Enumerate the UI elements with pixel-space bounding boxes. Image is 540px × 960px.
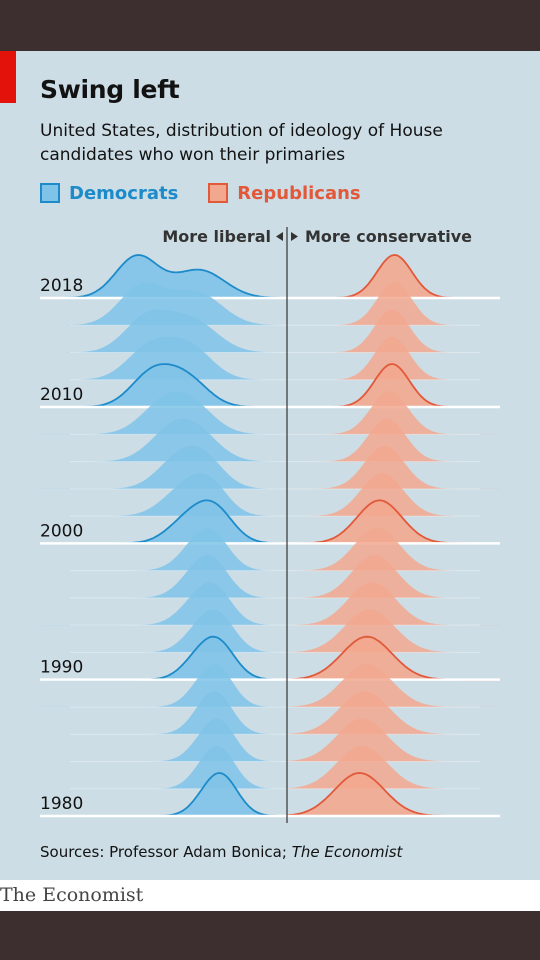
arrow-left-icon	[276, 232, 283, 241]
ridge-2000: 2000	[40, 499, 500, 545]
ridgeline-chart: 2018 2010 2000 1990 1980 More liberal More con…	[40, 227, 500, 823]
ridge-1994	[42, 582, 500, 626]
ridge-republicans-2000	[287, 500, 500, 544]
ridge-republicans-1992	[287, 609, 500, 653]
brand-wordmark: The Economist	[0, 884, 144, 906]
brand-red-tab	[0, 51, 16, 103]
ridge-democrats-2010	[42, 364, 287, 408]
ridge-democrats-2014	[42, 309, 287, 353]
ridge-republicans-2018	[287, 255, 500, 298]
ridge-1988	[42, 663, 500, 708]
legend-label-republicans: Republicans	[237, 182, 361, 204]
ridge-democrats-2000	[42, 500, 287, 544]
source-prefix: Sources: Professor Adam Bonica;	[40, 843, 292, 861]
ridge-democrats-1982	[42, 745, 287, 789]
ridge-1998	[42, 527, 500, 572]
ridge-republicans-2010	[287, 364, 500, 408]
ridge-republicans-1990	[287, 636, 500, 680]
brand-bar: The Economist	[0, 880, 540, 911]
ridge-democrats-2012	[42, 336, 287, 380]
ridge-1986	[42, 691, 500, 735]
ridge-2008	[42, 391, 500, 435]
ridge-2004	[42, 445, 500, 490]
legend-swatch-democrats	[40, 183, 60, 203]
ridge-democrats-1990	[42, 636, 287, 680]
ridge-1982	[42, 745, 500, 790]
ridge-democrats-1998	[42, 527, 287, 571]
year-label-1990: 1990	[40, 658, 83, 678]
ridge-democrats-2008	[42, 391, 287, 435]
ridge-1996	[42, 554, 500, 599]
chart-subtitle: United States, distribution of ideology …	[40, 121, 443, 165]
legend-label-democrats: Democrats	[69, 182, 179, 204]
ridge-republicans-2016	[287, 282, 500, 326]
ridge-democrats-2002	[42, 473, 287, 517]
year-label-2010: 2010	[40, 385, 83, 405]
ridge-republicans-2012	[287, 336, 500, 380]
arrow-right-icon	[291, 232, 298, 241]
ridge-republicans-1986	[287, 691, 500, 735]
legend-item-republicans: Republicans	[208, 182, 361, 204]
ridge-republicans-1994	[287, 582, 500, 626]
axis-label-conservative: More conservative	[305, 227, 472, 246]
ridge-1984	[42, 718, 500, 762]
ridge-1980: 1980	[40, 772, 500, 818]
legend: Democrats Republicans	[40, 181, 391, 205]
legend-item-democrats: Democrats	[40, 183, 178, 204]
ridge-republicans-1980	[287, 773, 500, 816]
ridge-republicans-2014	[287, 309, 500, 353]
ridge-democrats-2016	[42, 282, 287, 326]
ridge-1992	[42, 609, 500, 653]
ridge-democrats-1984	[42, 718, 287, 762]
year-label-2018: 2018	[40, 276, 83, 296]
ridge-democrats-2004	[42, 445, 287, 489]
ridge-2018: 2018	[40, 254, 500, 300]
chart-title: Swing left	[40, 75, 180, 104]
axis-label-liberal: More liberal	[162, 227, 271, 246]
ridge-democrats-1986	[42, 691, 287, 735]
ridge-outline-democrats-2018	[42, 254, 287, 299]
ridge-republicans-2004	[287, 445, 500, 489]
ridge-democrats-1992	[42, 609, 287, 653]
ridge-democrats-1996	[42, 554, 287, 598]
year-label-1980: 1980	[40, 794, 83, 814]
ridge-1990: 1990	[40, 635, 500, 681]
source-note: Sources: Professor Adam Bonica; The Econ…	[40, 843, 402, 861]
ridge-republicans-2008	[287, 391, 500, 435]
chart-card: Swing left United States, distribution o…	[0, 51, 540, 880]
ridge-republicans-2002	[287, 473, 500, 517]
ridge-republicans-1998	[287, 527, 500, 571]
ridge-2006	[42, 418, 500, 463]
ridge-republicans-2006	[287, 418, 500, 462]
ridge-republicans-1982	[287, 745, 500, 789]
ridge-democrats-1988	[42, 663, 287, 707]
ridge-2010: 2010	[40, 363, 500, 409]
ridge-republicans-1988	[287, 663, 500, 707]
ridge-democrats-1994	[42, 582, 287, 626]
source-publication: The Economist	[291, 843, 403, 861]
legend-swatch-republicans	[208, 183, 229, 203]
ridge-democrats-1980	[42, 773, 287, 816]
ridge-republicans-1984	[287, 718, 500, 762]
ridge-2002	[42, 473, 500, 517]
year-label-2000: 2000	[40, 521, 83, 541]
ridge-republicans-1996	[287, 554, 500, 598]
ridge-democrats-2006	[42, 418, 287, 462]
